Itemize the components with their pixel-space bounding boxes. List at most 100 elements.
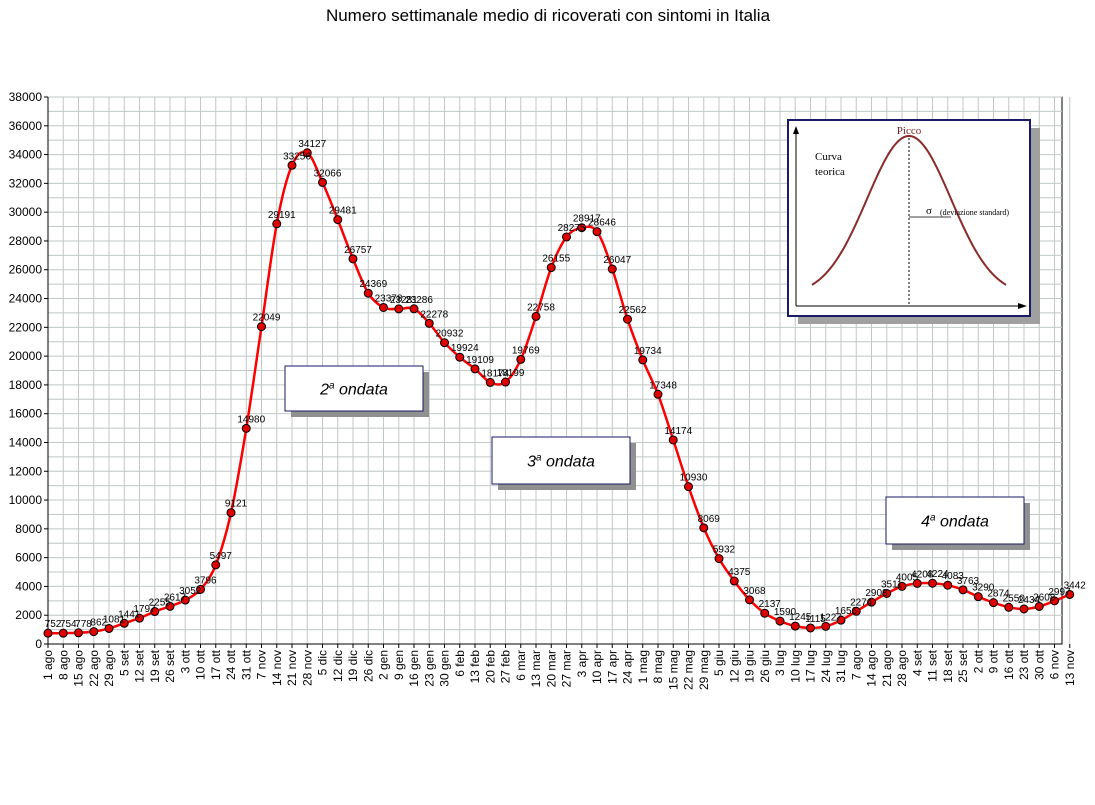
x-tick-label: 19 dic [346,650,360,682]
annotation-box [491,436,631,485]
data-label: 19109 [466,355,494,366]
x-tick-label: 16 ott [1002,649,1016,680]
x-tick-label: 27 feb [499,650,513,684]
data-label: 19769 [512,345,540,356]
x-tick-label: 27 mar [560,650,574,687]
x-tick-label: 31 lug [834,650,848,683]
x-tick-label: 10 apr [590,650,604,684]
data-label: 5497 [210,551,233,562]
x-tick-label: 1 ago [41,650,55,680]
chart-title: Numero settimanale medio di ricoverati c… [326,6,771,25]
annotation-text: 2a ondata [319,381,388,399]
data-label: 26757 [344,245,372,256]
y-tick-label: 14000 [9,435,43,449]
x-tick-label: 14 ago [865,650,879,687]
x-tick-label: 15 mag [666,650,680,690]
x-tick-label: 10 lug [788,650,802,683]
data-label: 28917 [573,214,601,225]
data-label: 4208 [911,569,934,580]
data-label: 23281 [390,295,418,306]
data-point [241,423,251,433]
data-point [150,607,160,617]
data-label: 2274 [850,597,873,608]
data-point [424,318,434,328]
data-label: 20932 [436,329,464,340]
data-label: 23378 [375,293,403,304]
data-label: 1115 [805,614,826,625]
data-label: 23286 [405,295,433,306]
data-label: 4375 [728,567,751,578]
data-label: 778 [75,619,92,630]
data-point [1019,604,1029,614]
x-tick-label: 25 set [956,649,970,682]
data-point [668,435,678,445]
x-tick-label: 4 set [910,649,924,676]
data-point [272,219,282,229]
data-label: 22758 [527,302,555,313]
data-point [119,618,129,628]
x-tick-label: 21 nov [285,650,299,686]
annotation-number: 3 [527,454,536,471]
data-point [470,364,480,374]
x-tick-label: 8 mag [651,650,665,683]
data-point [531,311,541,321]
x-tick-label: 9 ott [987,649,1001,673]
inset-theoretical-curve: Curva teorica Picco σ (deviazione standard) [787,119,1040,324]
data-point [409,304,419,314]
x-tick-label: 19 set [148,649,162,682]
data-label: 28275 [558,223,586,234]
data-point [928,578,937,588]
x-tick-label: 29 mag [697,650,711,690]
annotation-word: ondata [542,454,595,471]
data-point [867,597,876,607]
y-tick-label: 26000 [9,263,43,277]
data-label: 14980 [237,414,265,425]
data-label: 3511 [881,579,903,590]
y-tick-label: 10000 [9,493,43,507]
data-point [1004,602,1014,612]
y-tick-label: 28000 [9,234,43,248]
data-point [196,584,205,594]
data-point [897,581,907,591]
data-point [562,232,571,242]
data-label: 33256 [283,151,311,162]
x-tick-label: 1 mag [636,650,650,683]
data-point [333,215,343,225]
data-label: 29191 [268,210,296,221]
data-point [714,554,724,564]
x-tick-label: 6 feb [453,650,467,677]
x-tick-label: 26 dic [361,650,375,682]
annotation-superscript: a [329,381,335,392]
data-label: 22562 [619,305,647,316]
data-point [58,628,68,638]
data-label: 2997 [1048,587,1071,598]
x-tick-label: 6 nov [1048,650,1062,679]
data-point [592,227,602,237]
data-point [790,621,800,631]
y-tick-label: 0 [35,637,42,651]
x-tick-label: 18 set [941,649,955,682]
annotation-text: 3a ondata [527,453,595,471]
data-point [1050,596,1059,606]
data-label: 2255 [149,598,172,609]
annotation-word: ondata [335,382,388,399]
data-point [363,288,373,298]
data-point [318,177,327,187]
x-tick-label: 26 giu [758,650,772,683]
inset-peak-label: Picco [897,125,922,137]
data-point [455,352,465,362]
x-tick-label: 26 set [163,649,177,682]
inset-gaussian-curve [811,135,1007,286]
x-tick-label: 3 lug [773,650,787,676]
data-point [851,606,861,616]
data-label: 17348 [649,380,677,391]
y-tick-label: 38000 [9,90,43,104]
data-point [501,377,510,387]
x-tick-label: 28 nov [300,650,314,686]
inset-sigma-label: (deviazione standard) [940,208,1009,217]
data-label: 14174 [664,426,692,437]
inset-curve-label: teorica [815,166,845,178]
x-tick-label: 13 mar [529,650,543,687]
